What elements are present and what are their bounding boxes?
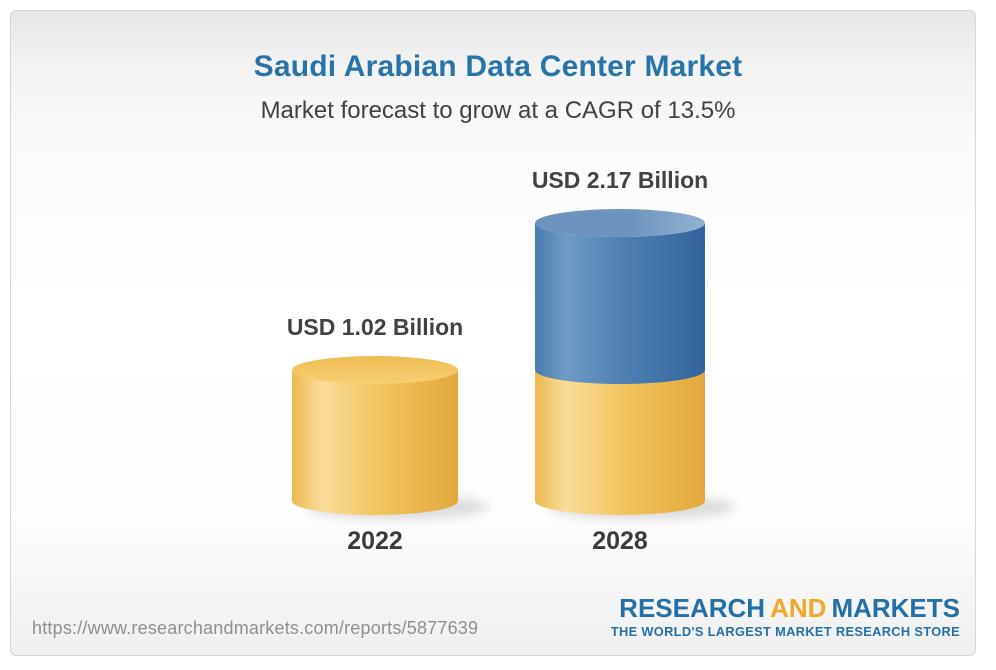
card-frame <box>10 10 976 656</box>
chart-title: Saudi Arabian Data Center Market <box>253 50 743 83</box>
value-label-2028: USD 2.17 Billion <box>531 167 709 193</box>
logo-word-markets: MARKETS <box>831 593 960 623</box>
value-label-2022: USD 1.02 Billion <box>286 314 464 340</box>
axis-label-2022: 2022 <box>347 527 403 555</box>
axis-label-2028: 2028 <box>592 527 648 555</box>
logo-tagline: THE WORLD'S LARGEST MARKET RESEARCH STOR… <box>610 624 960 639</box>
report-url: https://www.researchandmarkets.com/repor… <box>32 618 479 638</box>
logo-word-and: AND <box>770 593 827 623</box>
logo-word-research: RESEARCH <box>619 593 766 623</box>
research-and-markets-logo: RESEARCH AND MARKETS THE WORLD'S LARGEST M… <box>611 595 960 639</box>
logo-wordmark: RESEARCH AND MARKETS <box>611 595 960 621</box>
chart-subtitle: Market forecast to grow at a CAGR of 13.… <box>260 97 736 124</box>
